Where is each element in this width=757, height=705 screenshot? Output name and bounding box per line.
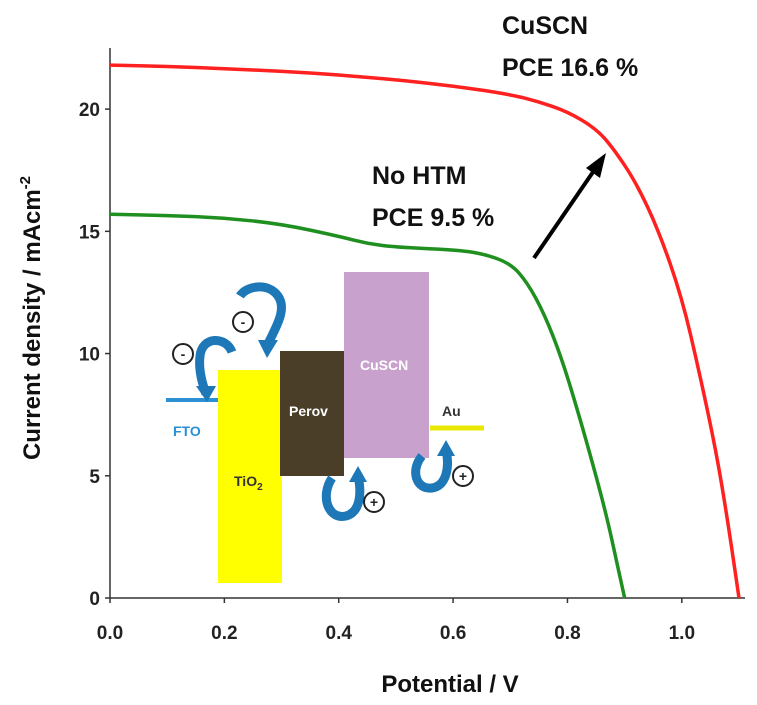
y-tick-label: 5 bbox=[89, 467, 100, 488]
hole-arrow-cuscn-au bbox=[411, 440, 455, 493]
electron-arrow-right bbox=[236, 282, 286, 358]
perovskite-label: Perov bbox=[289, 403, 328, 419]
electron-arrow-left bbox=[195, 336, 237, 402]
y-tick-label: 10 bbox=[79, 345, 100, 366]
axis-ticks: 0.0 0.2 0.4 0.6 0.8 1.0 0 5 10 15 20 bbox=[79, 100, 695, 644]
cuscn-band bbox=[344, 272, 429, 458]
x-tick-label: 0.4 bbox=[326, 623, 353, 644]
y-tick-label: 20 bbox=[79, 100, 100, 121]
svg-text:-: - bbox=[241, 314, 246, 330]
nohtm-annotation-line2: PCE 9.5 % bbox=[372, 204, 494, 232]
energy-band-inset: FTO TiO2 Perov CuSCN Au bbox=[166, 272, 484, 583]
y-tick-label: 0 bbox=[89, 589, 100, 610]
y-axis-label-text: Current density / mAcm bbox=[19, 189, 46, 460]
cuscn-label: CuSCN bbox=[360, 357, 408, 373]
tio2-label-subscript: 2 bbox=[257, 482, 263, 493]
x-axis-label: Potential / V bbox=[381, 671, 518, 698]
tio2-band bbox=[218, 370, 282, 583]
y-axis-label: Current density / mAcm-2 bbox=[17, 176, 46, 460]
hole-symbol-1: + bbox=[363, 491, 385, 513]
au-label: Au bbox=[442, 403, 461, 419]
improvement-arrow bbox=[532, 153, 606, 260]
svg-text:-: - bbox=[181, 346, 186, 362]
tio2-label: TiO2 bbox=[234, 473, 263, 493]
y-axis-label-superscript: -2 bbox=[17, 176, 34, 189]
cuscn-annotation-line2: PCE 16.6 % bbox=[502, 54, 638, 82]
svg-text:+: + bbox=[459, 468, 467, 484]
x-tick-label: 0.0 bbox=[97, 623, 123, 644]
x-tick-label: 1.0 bbox=[669, 623, 695, 644]
perovskite-band bbox=[280, 351, 344, 476]
tio2-label-text: TiO bbox=[234, 473, 257, 489]
data-series bbox=[109, 63, 741, 599]
svg-text:+: + bbox=[370, 494, 378, 510]
fto-label: FTO bbox=[173, 423, 201, 439]
x-tick-label: 0.8 bbox=[554, 623, 580, 644]
x-tick-label: 0.6 bbox=[440, 623, 466, 644]
electron-symbol-1: - bbox=[172, 343, 194, 365]
hole-arrow-perov-cuscn bbox=[321, 466, 367, 521]
series-line-no-htm bbox=[109, 212, 627, 599]
cuscn-annotation-line1: CuSCN bbox=[502, 12, 588, 40]
y-tick-label: 15 bbox=[79, 222, 101, 243]
hole-symbol-2: + bbox=[452, 465, 474, 487]
plot-frame bbox=[109, 48, 745, 599]
series-line-cuscn bbox=[109, 63, 741, 599]
x-tick-label: 0.2 bbox=[211, 623, 237, 644]
electron-symbol-2: - bbox=[232, 311, 254, 333]
nohtm-annotation-line1: No HTM bbox=[372, 162, 466, 190]
